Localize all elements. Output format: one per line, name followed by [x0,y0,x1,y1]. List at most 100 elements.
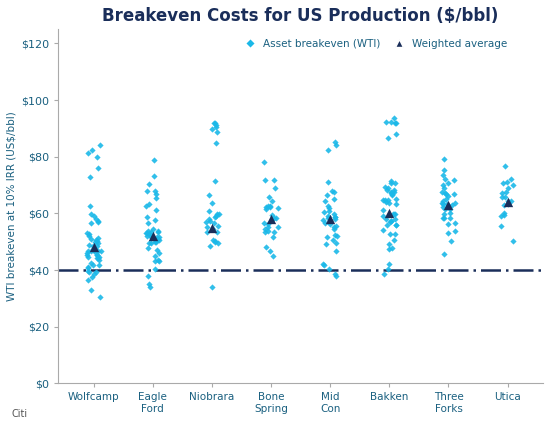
Point [207,224,216,231]
Point [86,173,95,180]
Point [378,227,387,234]
Point [323,147,332,154]
Point [86,236,95,242]
Point [82,252,91,259]
Point [84,149,92,156]
Point [499,209,508,216]
Point [94,218,102,225]
Point [439,204,448,211]
Point [150,173,159,180]
Point [152,191,161,197]
Point [93,254,102,261]
Point [87,211,96,218]
Point [443,221,452,227]
Point [503,200,512,207]
Point [270,215,278,221]
Point [390,120,399,126]
Point [208,284,217,290]
Point [91,215,100,222]
Point [439,197,448,204]
Point [154,228,163,234]
Point [149,226,158,232]
Point [331,232,339,238]
Point [210,238,219,245]
Point [206,217,214,224]
Point [509,182,518,189]
Point [95,256,103,263]
Point [439,185,448,192]
Point [388,211,397,218]
Point [154,257,163,264]
Point [439,251,448,258]
Point [386,189,395,196]
Point [385,210,394,217]
Point [502,189,510,196]
Point [439,155,448,162]
Point [151,239,160,245]
Point [498,194,507,200]
Point [213,128,222,135]
Point [144,245,153,251]
Point [503,178,512,185]
Point [439,172,448,179]
Point [141,229,150,236]
Point [273,204,282,211]
Point [214,210,223,217]
Point [321,220,329,227]
Point [332,273,340,280]
Point [504,184,513,191]
Point [212,213,221,219]
Point [441,205,450,212]
Point [209,219,218,226]
Point [83,268,92,275]
Point [87,248,96,255]
Point [384,200,393,206]
Point [450,177,459,184]
Point [320,198,329,205]
Point [260,225,269,232]
Point [211,239,219,245]
Point [323,191,332,198]
Point [444,193,453,200]
Point [382,199,390,205]
Point [87,259,96,266]
Text: Citi: Citi [11,409,27,419]
Point [85,203,94,209]
Point [86,286,95,293]
Point [208,226,217,232]
Point [208,237,217,244]
Point [439,200,448,207]
Point [390,189,399,195]
Point [84,264,93,270]
Point [90,246,99,253]
Point [384,240,393,247]
Point [378,213,387,220]
Point [324,208,333,215]
Point [439,181,448,188]
Point [389,187,398,194]
Point [205,208,213,215]
Point [498,190,507,197]
Point [270,228,279,235]
Point [323,203,332,209]
Point [383,266,392,272]
Point [332,248,340,254]
Point [381,197,389,203]
Point [262,243,271,250]
Point [203,229,212,235]
Point [331,139,339,146]
Point [329,196,338,203]
Point [96,248,105,255]
Point [214,240,223,246]
Point [272,214,280,221]
Point [319,261,328,268]
Point [392,131,400,138]
Point [323,233,332,240]
Point [89,262,97,269]
Point [269,234,278,241]
Point [332,222,341,229]
Point [506,198,515,205]
Point [450,220,459,226]
Point [507,176,515,182]
Point [266,248,274,254]
